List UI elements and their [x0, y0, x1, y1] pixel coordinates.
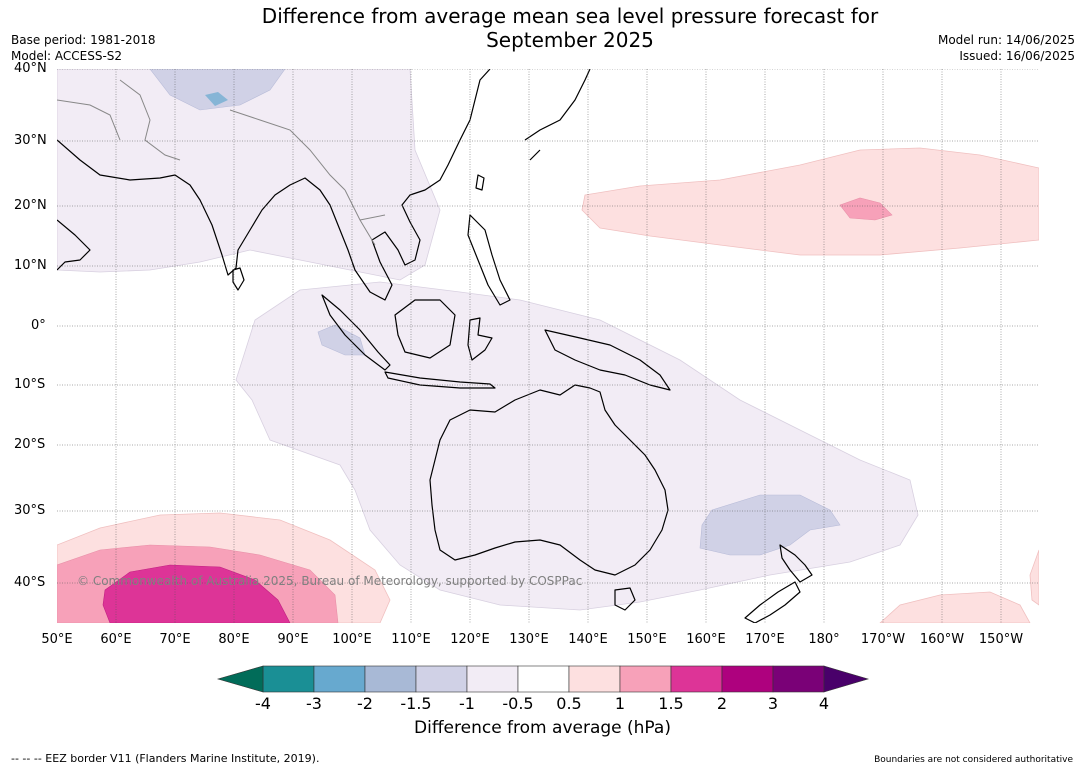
base-period: Base period: 1981-2018	[11, 33, 156, 47]
colorbar-segment	[262, 665, 315, 693]
coast-sulawesi	[467, 317, 493, 361]
anomaly-region-se-pacific	[879, 591, 1031, 623]
coast-philippines	[467, 214, 511, 306]
lon-label-130e: 130°E	[509, 632, 549, 647]
coast-tasmania	[614, 587, 636, 611]
copyright-notice: © Commonwealth of Australia 2025, Bureau…	[77, 574, 583, 588]
lat-label-30n: 30°N	[14, 133, 47, 148]
lat-label-20n: 20°N	[14, 198, 47, 213]
lon-label-80e: 80°E	[218, 632, 250, 647]
map-canvas	[57, 69, 1039, 623]
title-line-1: Difference from average mean sea level p…	[261, 4, 879, 28]
anomaly-region-north-pacific	[581, 147, 1039, 256]
coast-taiwan	[475, 174, 485, 191]
colorbar-tick: -4	[255, 694, 271, 713]
lon-label-100e: 100°E	[332, 632, 372, 647]
anomaly-region-himalaya	[149, 69, 286, 111]
anomaly-region-north-pacific-core	[839, 197, 893, 221]
colorbar-segment	[568, 665, 621, 693]
colorbar-tick: -2	[357, 694, 373, 713]
anomaly-region-edge	[1029, 549, 1039, 606]
lat-label-10n: 10°N	[14, 258, 47, 273]
colorbar-segment	[415, 665, 468, 693]
border-4	[57, 99, 121, 141]
colorbar-tick: 2	[716, 694, 728, 713]
coast-new-guinea	[544, 329, 671, 391]
colorbar-segment	[772, 665, 825, 693]
anomaly-region-south-indian-core	[102, 564, 291, 623]
anomaly-region-himalaya-core	[205, 92, 228, 106]
country-borders	[57, 79, 386, 246]
colorbar-segment	[517, 665, 570, 693]
colorbar-tick: 4	[818, 694, 830, 713]
colorbar-over-arrow	[823, 665, 870, 693]
colorbar-tick: -1.5	[400, 694, 432, 713]
colorbar-tick: 0.5	[556, 694, 582, 713]
colorbar-tick: 1.5	[658, 694, 684, 713]
colorbar-tick: -0.5	[502, 694, 534, 713]
lon-label-140e: 140°E	[568, 632, 608, 647]
lon-label-50e: 50°E	[41, 632, 73, 647]
border-1	[119, 79, 181, 161]
colorbar-tick: -1	[459, 694, 475, 713]
colorbar-segment	[364, 665, 417, 693]
lon-label-150e: 150°E	[627, 632, 667, 647]
lat-label-0: 0°	[31, 318, 46, 333]
colorbar-tick: -3	[306, 694, 322, 713]
coast-sumatra	[321, 294, 391, 371]
anomaly-region-tasman	[699, 494, 841, 556]
colorbar	[216, 665, 870, 693]
graticule	[57, 69, 1039, 623]
map-title: Difference from average mean sea level p…	[0, 4, 1085, 52]
eez-border-note: -- -- -- EEZ border V11 (Flanders Marine…	[11, 752, 320, 765]
coast-arabia-india	[57, 69, 491, 301]
coast-japan	[524, 69, 591, 161]
model-run: Model run: 14/06/2025	[937, 33, 1075, 47]
meta-left: Base period: 1981-2018 Model: ACCESS-S2	[11, 32, 156, 64]
issued-date: Issued: 16/06/2025	[959, 49, 1075, 63]
lon-label-160e: 160°E	[686, 632, 726, 647]
coast-java	[384, 371, 496, 389]
colorbar-segment	[313, 665, 366, 693]
coast-sri-lanka	[232, 267, 245, 291]
lat-label-10s: 10°S	[14, 377, 46, 392]
colorbar-segment	[619, 665, 672, 693]
lat-label-40n: 40°N	[14, 61, 47, 76]
lon-label-110e: 110°E	[391, 632, 431, 647]
boundaries-disclaimer: Boundaries are not considered authoritat…	[874, 755, 1073, 765]
lon-label-170w: 170°W	[860, 632, 906, 647]
colorbar-title: Difference from average (hPa)	[414, 718, 671, 738]
anomaly-neg-1	[149, 69, 841, 556]
lon-label-90e: 90°E	[277, 632, 309, 647]
title-line-2: September 2025	[486, 28, 654, 52]
colorbar-tick: 3	[767, 694, 779, 713]
model-name: Model: ACCESS-S2	[11, 49, 123, 63]
lat-label-20s: 20°S	[14, 437, 46, 452]
lon-label-170e: 170°E	[745, 632, 785, 647]
lon-label-120e: 120°E	[450, 632, 490, 647]
border-3	[344, 189, 386, 246]
lon-label-60e: 60°E	[100, 632, 132, 647]
colorbar-segment	[670, 665, 723, 693]
colorbar-tick: 1	[614, 694, 626, 713]
anomaly-region-north-asia	[57, 69, 441, 281]
meta-right: Model run: 14/06/2025 Issued: 16/06/2025	[938, 32, 1075, 64]
lon-label-70e: 70°E	[159, 632, 191, 647]
coast-new-zealand-north	[779, 544, 813, 583]
lon-label-150w: 150°W	[978, 632, 1024, 647]
coast-arabia-west	[57, 219, 91, 271]
border-2	[229, 109, 346, 191]
coast-borneo	[394, 299, 456, 359]
lon-label-180: 180°	[808, 632, 840, 647]
lat-label-40s: 40°S	[14, 575, 46, 590]
lon-label-160w: 160°W	[919, 632, 965, 647]
coast-new-zealand-south	[744, 581, 801, 623]
colorbar-segment	[721, 665, 774, 693]
coastlines	[57, 69, 813, 623]
coast-australia	[429, 384, 669, 576]
colorbar-under-arrow	[216, 665, 264, 693]
lat-label-30s: 30°S	[14, 503, 46, 518]
colorbar-segment	[466, 665, 519, 693]
